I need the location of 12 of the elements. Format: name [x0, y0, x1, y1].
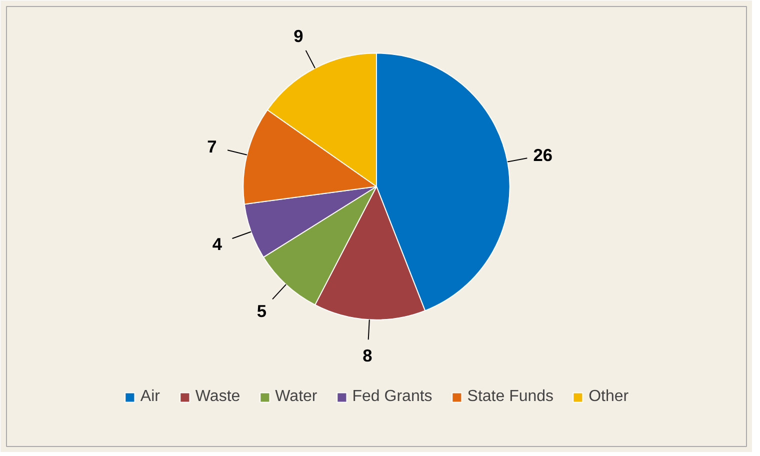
data-label: 4 — [212, 234, 222, 254]
legend-label: Air — [140, 388, 160, 406]
legend-label: Water — [275, 388, 318, 406]
legend-label: Waste — [195, 388, 240, 406]
legend-label: Other — [588, 388, 629, 406]
legend-label: State Funds — [467, 388, 554, 406]
data-label: 8 — [362, 346, 373, 366]
data-label: 5 — [256, 300, 267, 321]
data-label: 9 — [294, 26, 304, 46]
data-label: 7 — [207, 136, 217, 156]
data-label: 26 — [533, 145, 553, 166]
legend-label: Fed Grants — [352, 388, 432, 406]
